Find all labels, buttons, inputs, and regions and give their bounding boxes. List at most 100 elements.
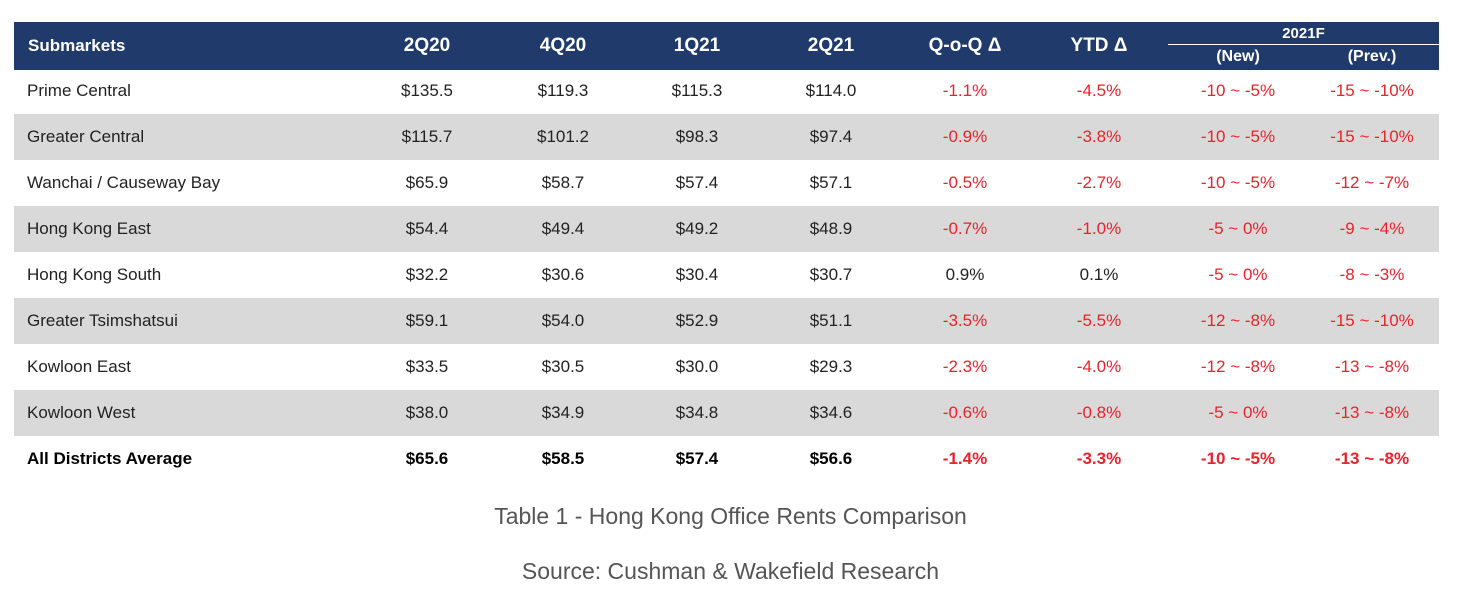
cell-submarket: Hong Kong South bbox=[27, 265, 162, 284]
table-row: Greater Tsimshatsui $59.1 $54.0 $52.9 $51.1 -… bbox=[14, 298, 1439, 344]
cell-rent: $34.6 bbox=[809, 403, 853, 422]
cell-forecast-prev: -12 ~ -7% bbox=[1334, 173, 1410, 192]
cell-submarket: Kowloon East bbox=[27, 357, 131, 376]
forecast-divider bbox=[1168, 44, 1439, 45]
cell-rent: $30.0 bbox=[675, 357, 719, 376]
header-1q21: 1Q21 bbox=[673, 35, 721, 56]
rents-table: Submarkets 2Q20 4Q20 1Q21 2Q21 Q-o-Q Δ Y… bbox=[14, 22, 1439, 480]
cell-qoq: -0.9% bbox=[942, 127, 988, 146]
cell-rent: $98.3 bbox=[675, 127, 719, 146]
cell-rent: $57.4 bbox=[675, 449, 719, 468]
cell-qoq: 0.9% bbox=[945, 265, 985, 284]
cell-rent: $38.0 bbox=[405, 403, 449, 422]
table-row: Greater Central $115.7 $101.2 $98.3 $97.4 -0.… bbox=[14, 114, 1439, 160]
cell-submarket: Prime Central bbox=[27, 81, 131, 100]
cell-forecast-prev: -13 ~ -8% bbox=[1334, 449, 1410, 468]
cell-rent: $58.7 bbox=[541, 173, 585, 192]
cell-forecast-new: -10 ~ -5% bbox=[1200, 173, 1276, 192]
header-2q21: 2Q21 bbox=[807, 35, 855, 56]
cell-submarket: Kowloon West bbox=[27, 403, 136, 422]
cell-forecast-new: -12 ~ -8% bbox=[1200, 357, 1276, 376]
header-2q20: 2Q20 bbox=[403, 35, 451, 56]
cell-forecast-new: -5 ~ 0% bbox=[1208, 265, 1268, 284]
cell-rent: $57.4 bbox=[675, 173, 719, 192]
header-qoq: Q-o-Q Δ bbox=[928, 35, 1002, 56]
cell-rent: $115.7 bbox=[401, 127, 453, 146]
cell-forecast-new: -10 ~ -5% bbox=[1200, 127, 1276, 146]
cell-qoq: -0.5% bbox=[942, 173, 988, 192]
header-forecast-group: 2021F (New) (Prev.) bbox=[1168, 22, 1439, 70]
table-row: Hong Kong South $32.2 $30.6 $30.4 $30.7 0.9% 0… bbox=[14, 254, 1439, 296]
cell-qoq: -2.3% bbox=[942, 357, 988, 376]
cell-rent: $56.6 bbox=[809, 449, 853, 468]
cell-qoq: -0.7% bbox=[942, 219, 988, 238]
cell-rent: $30.7 bbox=[809, 265, 853, 284]
cell-rent: $57.1 bbox=[809, 173, 853, 192]
header-forecast-prev: (Prev.) bbox=[1347, 48, 1397, 65]
table-row: Kowloon East $33.5 $30.5 $30.0 $29.3 -2.3% -4.… bbox=[14, 346, 1439, 388]
cell-rent: $65.9 bbox=[405, 173, 449, 192]
header-4q20: 4Q20 bbox=[539, 35, 587, 56]
cell-forecast-new: -12 ~ -8% bbox=[1200, 311, 1276, 330]
cell-forecast-new: -10 ~ -5% bbox=[1200, 81, 1276, 100]
cell-rent: $54.4 bbox=[405, 219, 449, 238]
cell-forecast-prev: -8 ~ -3% bbox=[1339, 265, 1405, 284]
cell-qoq: -0.6% bbox=[942, 403, 988, 422]
cell-rent: $101.2 bbox=[537, 127, 589, 146]
cell-forecast-new: -5 ~ 0% bbox=[1208, 403, 1268, 422]
table-header: Submarkets 2Q20 4Q20 1Q21 2Q21 Q-o-Q Δ Y… bbox=[14, 22, 1439, 70]
cell-qoq: -1.1% bbox=[942, 81, 988, 100]
cell-rent: $119.3 bbox=[537, 81, 589, 100]
cell-ytd: -3.8% bbox=[1076, 127, 1122, 146]
cell-submarket: Wanchai / Causeway Bay bbox=[27, 173, 221, 192]
cell-forecast-prev: -13 ~ -8% bbox=[1334, 357, 1410, 376]
cell-rent: $32.2 bbox=[405, 265, 449, 284]
cell-forecast-prev: -9 ~ -4% bbox=[1339, 219, 1405, 238]
cell-rent: $34.9 bbox=[541, 403, 585, 422]
cell-forecast-prev: -15 ~ -10% bbox=[1330, 127, 1414, 146]
cell-rent: $135.5 bbox=[401, 81, 453, 100]
cell-rent: $114.0 bbox=[805, 81, 857, 100]
cell-rent: $30.5 bbox=[541, 357, 585, 376]
cell-forecast-prev: -15 ~ -10% bbox=[1330, 81, 1414, 100]
cell-rent: $30.6 bbox=[541, 265, 585, 284]
cell-forecast-new: -10 ~ -5% bbox=[1200, 449, 1276, 468]
cell-rent: $97.4 bbox=[809, 127, 853, 146]
cell-rent: $115.3 bbox=[671, 81, 723, 100]
cell-rent: $49.4 bbox=[541, 219, 585, 238]
cell-forecast-new: -5 ~ 0% bbox=[1208, 219, 1268, 238]
cell-rent: $65.6 bbox=[405, 449, 449, 468]
header-2021f: 2021F bbox=[1282, 24, 1325, 42]
cell-qoq: -1.4% bbox=[942, 449, 988, 468]
cell-rent: $30.4 bbox=[675, 265, 719, 284]
table-row: Prime Central $135.5 $119.3 $115.3 $114.0 -1.… bbox=[14, 70, 1439, 112]
table-body: Prime Central $135.5 $119.3 $115.3 $114.0 -1.… bbox=[14, 70, 1439, 480]
cell-submarket: All Districts Average bbox=[27, 449, 193, 468]
table-row: Hong Kong East $54.4 $49.4 $49.2 $48.9 -0.7% -… bbox=[14, 206, 1439, 252]
cell-ytd: -3.3% bbox=[1076, 449, 1122, 468]
cell-rent: $54.0 bbox=[541, 311, 585, 330]
cell-ytd: -2.7% bbox=[1076, 173, 1122, 192]
cell-rent: $52.9 bbox=[675, 311, 719, 330]
cell-forecast-prev: -13 ~ -8% bbox=[1334, 403, 1410, 422]
cell-ytd: -0.8% bbox=[1076, 403, 1122, 422]
cell-rent: $29.3 bbox=[809, 357, 853, 376]
cell-rent: $33.5 bbox=[405, 357, 449, 376]
cell-rent: $34.8 bbox=[675, 403, 719, 422]
header-forecast-new: (New) bbox=[1216, 48, 1260, 65]
cell-submarket: Greater Tsimshatsui bbox=[27, 311, 178, 330]
table-row: Kowloon West $38.0 $34.9 $34.8 $34.6 -0.6% -0.… bbox=[14, 390, 1439, 436]
cell-ytd: -5.5% bbox=[1076, 311, 1122, 330]
cell-ytd: -1.0% bbox=[1076, 219, 1122, 238]
cell-rent: $49.2 bbox=[675, 219, 719, 238]
cell-ytd: 0.1% bbox=[1079, 265, 1119, 284]
cell-ytd: -4.5% bbox=[1076, 81, 1122, 100]
cell-rent: $48.9 bbox=[809, 219, 853, 238]
cell-ytd: -4.0% bbox=[1076, 357, 1122, 376]
cell-qoq: -3.5% bbox=[942, 311, 988, 330]
source-note: Source: Cushman & Wakefield Research bbox=[521, 558, 940, 584]
table-caption: Table 1 - Hong Kong Office Rents Compari… bbox=[494, 503, 967, 529]
cell-rent: $58.5 bbox=[541, 449, 585, 468]
table-row: Wanchai / Causeway Bay $65.9 $58.7 $57.4 $57… bbox=[14, 162, 1439, 204]
table-row-total: All Districts Average $65.6 $58.5 $57.4 $56.… bbox=[14, 438, 1439, 480]
